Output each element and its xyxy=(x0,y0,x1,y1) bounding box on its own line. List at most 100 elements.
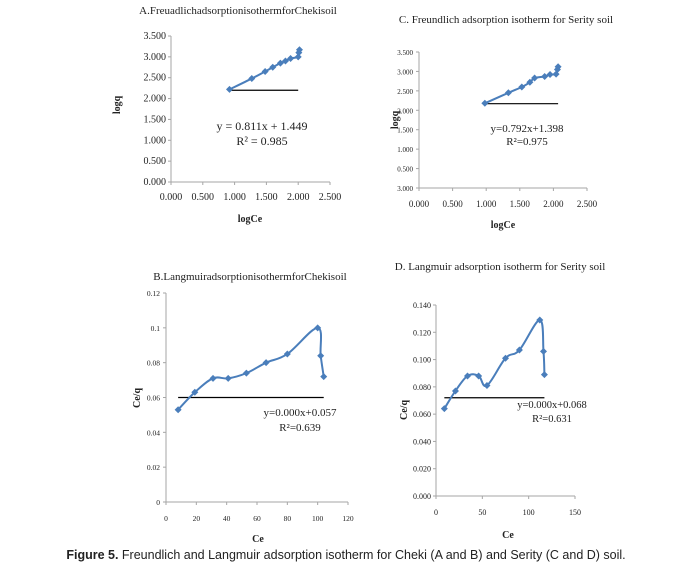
chart-panel-d: D. Langmuir adsorption isotherm for Seri… xyxy=(395,261,606,541)
x-axis-label: Ce xyxy=(252,534,264,545)
data-point xyxy=(539,347,547,355)
data-point xyxy=(261,67,269,75)
y-tick-label: 0.080 xyxy=(413,383,431,392)
chart-panel-c: C. Freundlich adsorption isotherm for Se… xyxy=(390,14,613,231)
y-tick-label: 2.000 xyxy=(144,94,167,105)
y-axis-label: logq xyxy=(112,95,123,114)
data-point xyxy=(226,85,234,93)
x-tick-label: 0.500 xyxy=(442,199,463,209)
r-squared-label: R²=0.639 xyxy=(279,422,321,434)
y-tick-label: 0.000 xyxy=(144,177,167,188)
y-tick-label: 3.500 xyxy=(144,31,167,42)
y-tick-label: 0.08 xyxy=(147,359,160,368)
series-line xyxy=(177,326,325,411)
data-point xyxy=(554,63,562,71)
y-tick-label: 1.000 xyxy=(397,146,413,154)
r-squared-label: R²=0.975 xyxy=(506,136,548,148)
data-point xyxy=(209,374,217,382)
y-axis-label: Ce/q xyxy=(132,388,143,408)
x-tick-label: 100 xyxy=(523,508,535,517)
trendline-equation: y = 0.811x + 1.449 xyxy=(216,119,307,133)
y-tick-label: 2.500 xyxy=(397,88,413,96)
x-tick-label: 20 xyxy=(193,514,201,523)
chart-title: C. Freundlich adsorption isotherm for Se… xyxy=(399,14,613,26)
data-point xyxy=(502,354,509,362)
y-tick-label: 0.02 xyxy=(147,463,160,472)
x-tick-label: 2.000 xyxy=(543,199,564,209)
y-tick-label: 0.06 xyxy=(147,394,160,403)
data-point xyxy=(526,78,534,86)
caption-label: Figure 5. xyxy=(66,548,119,562)
trendline-equation: y=0.000x+0.068 xyxy=(517,400,587,411)
y-tick-label: 0.120 xyxy=(413,328,431,337)
y-tick-label: 0.040 xyxy=(413,437,431,446)
x-tick-label: 1.500 xyxy=(510,199,531,209)
y-tick-label: 0 xyxy=(156,498,160,507)
x-tick-label: 1.000 xyxy=(223,192,246,203)
y-tick-label: 0.500 xyxy=(144,156,167,167)
data-point xyxy=(540,371,548,379)
x-tick-label: 100 xyxy=(312,514,324,523)
x-tick-label: 50 xyxy=(478,508,486,517)
y-tick-label: 0.140 xyxy=(413,301,431,310)
y-tick-label: 0.020 xyxy=(413,465,431,474)
y-tick-label: 3.500 xyxy=(397,49,413,57)
data-point xyxy=(283,350,291,358)
data-point xyxy=(440,405,448,413)
x-axis-label: logCe xyxy=(238,214,263,225)
data-point xyxy=(475,372,483,380)
x-tick-label: 0 xyxy=(164,514,168,523)
chart-title: A.FreuadlichadsorptionisothermforChekiso… xyxy=(139,5,337,17)
data-point xyxy=(451,387,459,395)
x-tick-label: 2.000 xyxy=(287,192,310,203)
y-tick-label: 0.12 xyxy=(147,289,160,298)
data-point xyxy=(276,59,284,67)
y-tick-label: 0.1 xyxy=(151,324,161,333)
y-axis-label: Ce/q xyxy=(399,400,410,420)
data-point xyxy=(515,346,523,354)
data-point xyxy=(464,372,472,380)
data-point xyxy=(248,75,256,83)
x-tick-label: 0.000 xyxy=(160,192,183,203)
series-line xyxy=(443,319,546,410)
y-tick-label: 2.500 xyxy=(144,73,167,84)
chart-panel-a: A.FreuadlichadsorptionisothermforChekiso… xyxy=(112,5,341,225)
data-point xyxy=(317,352,325,360)
x-tick-label: 150 xyxy=(569,508,581,517)
x-tick-label: 1.500 xyxy=(255,192,278,203)
x-tick-label: 1.000 xyxy=(476,199,497,209)
data-point xyxy=(518,83,526,91)
data-point xyxy=(320,373,328,381)
x-axis-label: Ce xyxy=(502,530,514,541)
data-point xyxy=(531,74,539,82)
x-axis-label: logCe xyxy=(491,220,516,231)
data-point xyxy=(262,359,270,367)
figure-caption: Figure 5. Freundlich and Langmuir adsorp… xyxy=(0,548,692,562)
r-squared-label: R²=0.631 xyxy=(532,414,572,425)
y-tick-label: 0.060 xyxy=(413,410,431,419)
data-point xyxy=(224,374,232,382)
y-tick-label: 3.000 xyxy=(397,185,413,193)
trendline-equation: y=0.000x+0.057 xyxy=(264,407,337,419)
trendline-equation: y=0.792x+1.398 xyxy=(491,123,564,135)
data-point xyxy=(269,63,277,71)
y-tick-label: 0.500 xyxy=(397,166,413,174)
y-tick-label: 0.04 xyxy=(147,428,160,437)
data-point xyxy=(483,381,491,389)
x-tick-label: 120 xyxy=(342,514,354,523)
data-point xyxy=(314,324,322,332)
r-squared-label: R² = 0.985 xyxy=(236,134,287,148)
x-tick-label: 0.500 xyxy=(192,192,215,203)
data-point xyxy=(287,55,295,63)
x-tick-label: 2.500 xyxy=(577,199,598,209)
data-point xyxy=(191,388,199,396)
y-tick-label: 1.500 xyxy=(397,127,413,135)
x-tick-label: 0 xyxy=(434,508,438,517)
data-point xyxy=(294,53,302,61)
data-point xyxy=(541,72,549,80)
y-tick-label: 1.500 xyxy=(144,114,167,125)
y-tick-label: 2.000 xyxy=(397,107,413,115)
y-tick-label: 3.000 xyxy=(144,52,167,63)
y-tick-label: 0.000 xyxy=(413,492,431,501)
y-axis-label: logq xyxy=(390,110,401,129)
